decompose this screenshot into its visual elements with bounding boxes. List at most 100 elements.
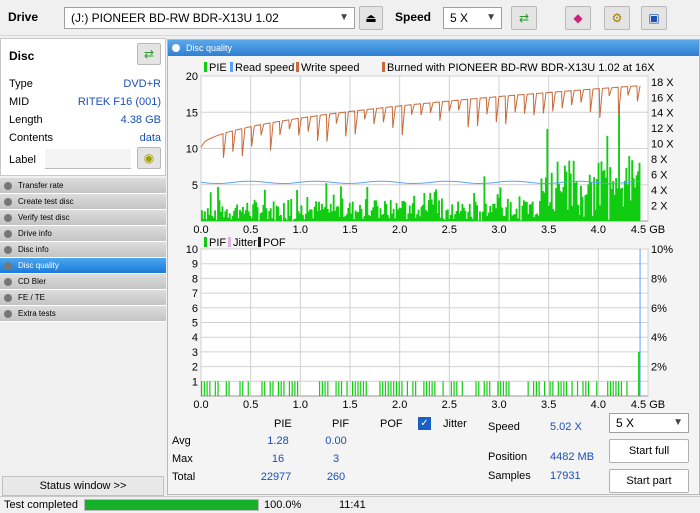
pie-bar <box>381 214 383 221</box>
nav-item-fe-te[interactable]: FE / TE <box>0 290 166 306</box>
pie-bar <box>214 210 217 221</box>
pie-bar <box>590 182 593 221</box>
nav-item-verify-test-disc[interactable]: Verify test disc <box>0 210 166 226</box>
pie-bar <box>398 207 401 221</box>
nav-item-label: CD Bler <box>18 277 47 286</box>
chevron-down-icon: ▼ <box>339 12 349 23</box>
pie-bar <box>256 207 259 221</box>
pie-bar <box>249 215 252 221</box>
speed-select[interactable]: 5 X ▼ <box>443 7 502 29</box>
disc-refresh-button[interactable]: ⇄ <box>137 43 161 65</box>
pif-bar <box>549 381 551 396</box>
pie-bar <box>490 211 493 221</box>
pie-bar <box>383 200 386 221</box>
pie-bar <box>233 210 236 221</box>
nav-item-disc-quality[interactable]: Disc quality <box>0 258 166 274</box>
nav-item-create-test-disc[interactable]: Create test disc <box>0 194 166 210</box>
pie-bar <box>350 213 353 221</box>
pie-bar <box>331 211 334 221</box>
pie-bar <box>512 214 515 221</box>
start-part-button[interactable]: Start part <box>609 469 689 493</box>
nav-item-extra-tests[interactable]: Extra tests <box>0 306 166 322</box>
disc-icon <box>172 44 180 52</box>
pie-bar <box>212 217 215 221</box>
pif-bar <box>626 381 628 396</box>
nav-item-cd-bler[interactable]: CD Bler <box>0 274 166 290</box>
nav-item-drive-info[interactable]: Drive info <box>0 226 166 242</box>
disc-label-button[interactable]: ◉ <box>137 147 161 169</box>
pif-bar <box>294 381 296 396</box>
pie-bar <box>351 201 354 221</box>
y2-tick-label: 16 X <box>651 92 674 104</box>
pie-bar <box>252 204 255 221</box>
drive-select[interactable]: (J:) PIONEER BD-RW BDR-X13U 1.02 ▼ <box>64 7 355 29</box>
pie-bar <box>448 219 451 221</box>
pif-bar <box>587 381 590 396</box>
erase-button[interactable]: ◆ <box>565 6 591 30</box>
pif-bar <box>434 381 436 396</box>
total-pie-value: 22977 <box>260 471 292 483</box>
pif-bar <box>321 381 323 396</box>
jitter-checkbox[interactable]: ✓ <box>418 417 431 430</box>
pie-bar <box>477 220 480 221</box>
pie-bar <box>303 219 306 221</box>
y-tick-label: 10 <box>186 244 198 256</box>
pie-bar <box>441 198 443 221</box>
test-icon <box>4 198 12 206</box>
save-button[interactable]: ▣ <box>641 6 667 30</box>
samples-label: Samples <box>488 470 531 482</box>
status-window-button[interactable]: Status window >> <box>2 476 164 496</box>
nav-item-transfer-rate[interactable]: Transfer rate <box>0 178 166 194</box>
charts-area: 0.0 0.5 1.0 1.5 2.0 2.5 3.0 3.5 4.0 4.5 GB2015105… <box>186 62 674 411</box>
pif-bar <box>217 381 219 396</box>
pie-bar <box>301 215 304 221</box>
pif-bar <box>379 381 381 396</box>
nav-item-disc-info[interactable]: Disc info <box>0 242 166 258</box>
pif-bar <box>582 381 584 396</box>
pie-bar <box>531 201 534 221</box>
pie-bar <box>217 187 219 221</box>
pie-bar <box>481 211 484 221</box>
refresh-button[interactable]: ⇄ <box>511 6 537 30</box>
pie-bar <box>473 193 476 221</box>
pie-bar <box>561 192 563 221</box>
pie-bar <box>436 212 439 221</box>
pie-bar <box>261 212 263 221</box>
pie-bar <box>416 214 418 221</box>
col-pie-header: PIE <box>274 418 292 430</box>
pie-bar <box>345 214 348 221</box>
test-icon <box>4 262 12 270</box>
x-tick-label: 1.5 <box>342 399 357 411</box>
settings-button[interactable]: ⚙ <box>604 6 630 30</box>
test-speed-select[interactable]: 5 X ▼ <box>609 413 689 433</box>
y-tick-label: 5 <box>192 180 198 192</box>
panel-title: Disc quality <box>168 40 699 56</box>
pif-bar <box>426 381 428 396</box>
y2-tick-label: 10 X <box>651 139 674 151</box>
pie-bar <box>615 178 618 221</box>
disc-quality-panel: Disc quality 0.0 0.5 1.0 1.5 2.0 2.5 3.0 3.5 4.0… <box>167 39 700 495</box>
pif-bar <box>615 381 617 396</box>
start-full-button[interactable]: Start full <box>609 439 689 463</box>
pie-bar <box>468 204 471 221</box>
y2-tick-label: 8 X <box>651 154 668 166</box>
pie-bar <box>483 176 486 221</box>
disc-label-input[interactable] <box>45 149 131 169</box>
pie-bar <box>205 219 208 221</box>
disc-row-label: MID <box>9 96 30 108</box>
pif-bar <box>288 381 291 396</box>
pie-bar <box>325 183 328 221</box>
test-icon <box>4 230 12 238</box>
pif-bar <box>612 381 614 396</box>
eject-button[interactable]: ⏏ <box>359 6 383 30</box>
pie-bar <box>243 213 246 221</box>
pie-bar <box>221 206 224 221</box>
pie-bar <box>326 208 329 221</box>
eraser-icon: ◆ <box>573 11 583 25</box>
drive-label: Drive <box>8 10 39 24</box>
label-icon: ◉ <box>143 151 155 165</box>
disc-row-value: DVD+R <box>123 78 161 90</box>
pie-bar <box>224 211 227 221</box>
pie-bar <box>419 216 421 221</box>
pie-bar <box>250 218 253 221</box>
